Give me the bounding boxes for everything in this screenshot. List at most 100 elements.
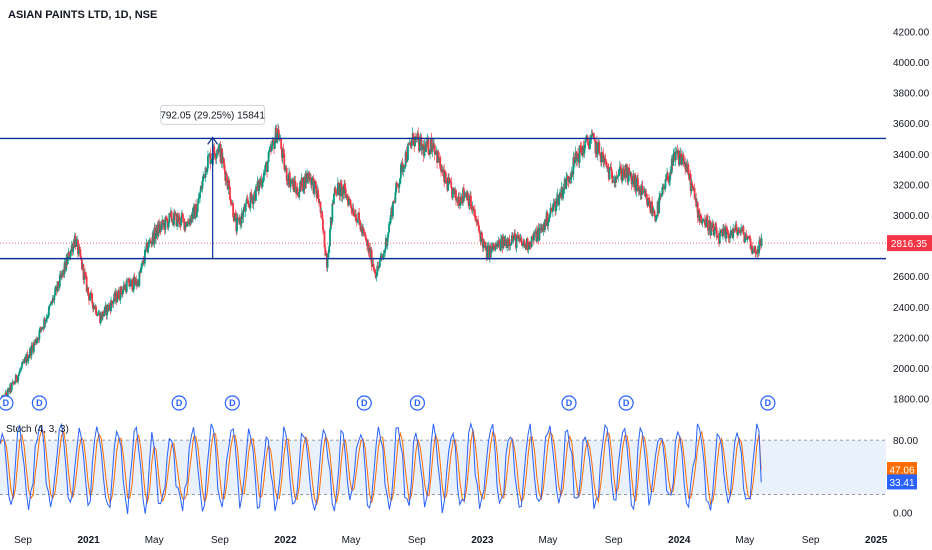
candle-body: [336, 183, 339, 195]
price-range-measure[interactable]: 792.05 (29.25%) 15841: [160, 104, 265, 259]
candle-body: [160, 224, 163, 230]
candle-body: [602, 153, 605, 163]
candle-body: [758, 240, 761, 254]
candle-body: [590, 134, 593, 139]
dividend-marker[interactable]: [171, 395, 187, 411]
dividend-marker[interactable]: [0, 395, 14, 411]
candle-body: [735, 224, 738, 229]
candle-body: [268, 150, 271, 153]
candle-body: [511, 235, 514, 241]
stochastic-k-badge-label: 33.41: [889, 478, 914, 489]
candle-body: [151, 241, 153, 244]
stochastic-pane[interactable]: [0, 421, 886, 515]
candle-body: [184, 222, 187, 227]
candle-body: [97, 313, 100, 315]
measure-label: 792.05 (29.25%) 15841: [160, 110, 265, 121]
candle-body: [548, 217, 550, 223]
candle-body: [407, 144, 410, 146]
candle-body: [562, 189, 565, 199]
candle-body: [681, 157, 683, 165]
dividend-marker-label: D: [3, 398, 10, 408]
candle-body: [43, 319, 46, 329]
candle-body: [301, 177, 304, 192]
candle-body: [294, 181, 297, 188]
candle-body: [296, 188, 299, 196]
horizontal-lines-group[interactable]: [0, 137, 886, 260]
price-pane[interactable]: 792.05 (29.25%) 15841 D D D D D D D D D: [0, 104, 886, 411]
dividend-marker[interactable]: [356, 395, 372, 411]
candle-body: [574, 159, 576, 164]
stochastic-k-line: [0, 421, 762, 515]
dividend-marker[interactable]: [409, 395, 426, 411]
candle-body: [218, 144, 220, 153]
candle-body: [140, 268, 142, 273]
candle-body: [428, 153, 431, 155]
candle-body: [514, 233, 516, 236]
price-axis[interactable]: 4200.00 4000.00 3800.00 3600.00 3400.00 3200.…: [887, 27, 932, 406]
dividend-marker[interactable]: [618, 395, 634, 411]
last-price-badge[interactable]: [887, 235, 932, 252]
time-axis[interactable]: Sep 2021 May Sep 2022 May Sep 2023 May Sep 2024 May…: [14, 535, 888, 546]
price-tick-label: 2400.00: [893, 303, 930, 314]
candle-body: [570, 177, 572, 180]
dividend-marker[interactable]: [224, 395, 240, 411]
candle-body: [47, 315, 49, 318]
candle-body: [523, 240, 526, 248]
candle-body: [462, 188, 465, 198]
candle-body: [66, 256, 69, 264]
candle-body: [399, 164, 402, 179]
candle-body: [313, 180, 316, 194]
candle-body: [131, 279, 134, 291]
candle-body: [129, 280, 132, 287]
candle-body: [168, 213, 171, 223]
candle-body: [359, 219, 361, 226]
candle-body: [89, 292, 92, 299]
time-tick-label: 2022: [274, 535, 297, 546]
candle-body: [617, 174, 620, 177]
candle-body: [335, 192, 338, 194]
candle-body: [54, 288, 57, 296]
candle-body: [288, 172, 291, 187]
candle-body: [510, 243, 513, 246]
candle-body: [329, 229, 331, 247]
candle-body: [445, 181, 448, 183]
candle-body: [197, 198, 200, 204]
candle-body: [285, 167, 288, 181]
candle-body: [206, 168, 209, 173]
candle-body: [344, 188, 347, 198]
candle-body: [115, 292, 118, 302]
candle-body: [429, 150, 431, 155]
dividend-marker[interactable]: [760, 395, 776, 411]
stochastic-tick-label: 80.00: [893, 436, 918, 447]
candle-body: [187, 221, 190, 223]
candle-body: [84, 271, 86, 276]
candle-body: [666, 173, 669, 180]
candle-body: [478, 230, 481, 233]
candle-body: [264, 164, 267, 172]
candle-body: [588, 140, 591, 150]
candle-body: [586, 136, 589, 143]
candle-body: [234, 213, 237, 217]
dividend-marker[interactable]: [561, 395, 577, 411]
dividend-marker[interactable]: [31, 395, 47, 411]
candle-body: [483, 241, 486, 243]
dividend-marker-label: D: [36, 398, 43, 408]
candle-body: [437, 152, 440, 163]
candle-body: [271, 139, 274, 146]
candle-body: [729, 235, 731, 239]
candle-body: [12, 381, 15, 384]
candle-body: [332, 203, 335, 205]
candle-body: [538, 228, 541, 241]
candle-body: [418, 138, 421, 152]
candle-body: [19, 369, 22, 371]
candle-body: [375, 275, 378, 278]
candle-body: [242, 210, 245, 218]
candle-body: [349, 199, 352, 206]
candle-body: [592, 133, 595, 138]
candle-body: [364, 235, 367, 238]
candle-body: [164, 216, 167, 230]
candle-body: [712, 223, 715, 236]
